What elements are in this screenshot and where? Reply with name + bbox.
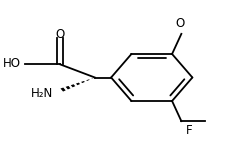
Polygon shape [66,86,71,89]
Text: O: O [55,28,65,41]
Polygon shape [60,88,66,92]
Text: F: F [186,124,192,137]
Text: HO: HO [3,57,21,70]
Polygon shape [86,79,90,81]
Polygon shape [81,81,85,83]
Text: O: O [175,17,184,30]
Polygon shape [76,83,80,85]
Text: H₂N: H₂N [31,87,53,100]
Polygon shape [71,84,75,87]
Polygon shape [91,78,94,79]
